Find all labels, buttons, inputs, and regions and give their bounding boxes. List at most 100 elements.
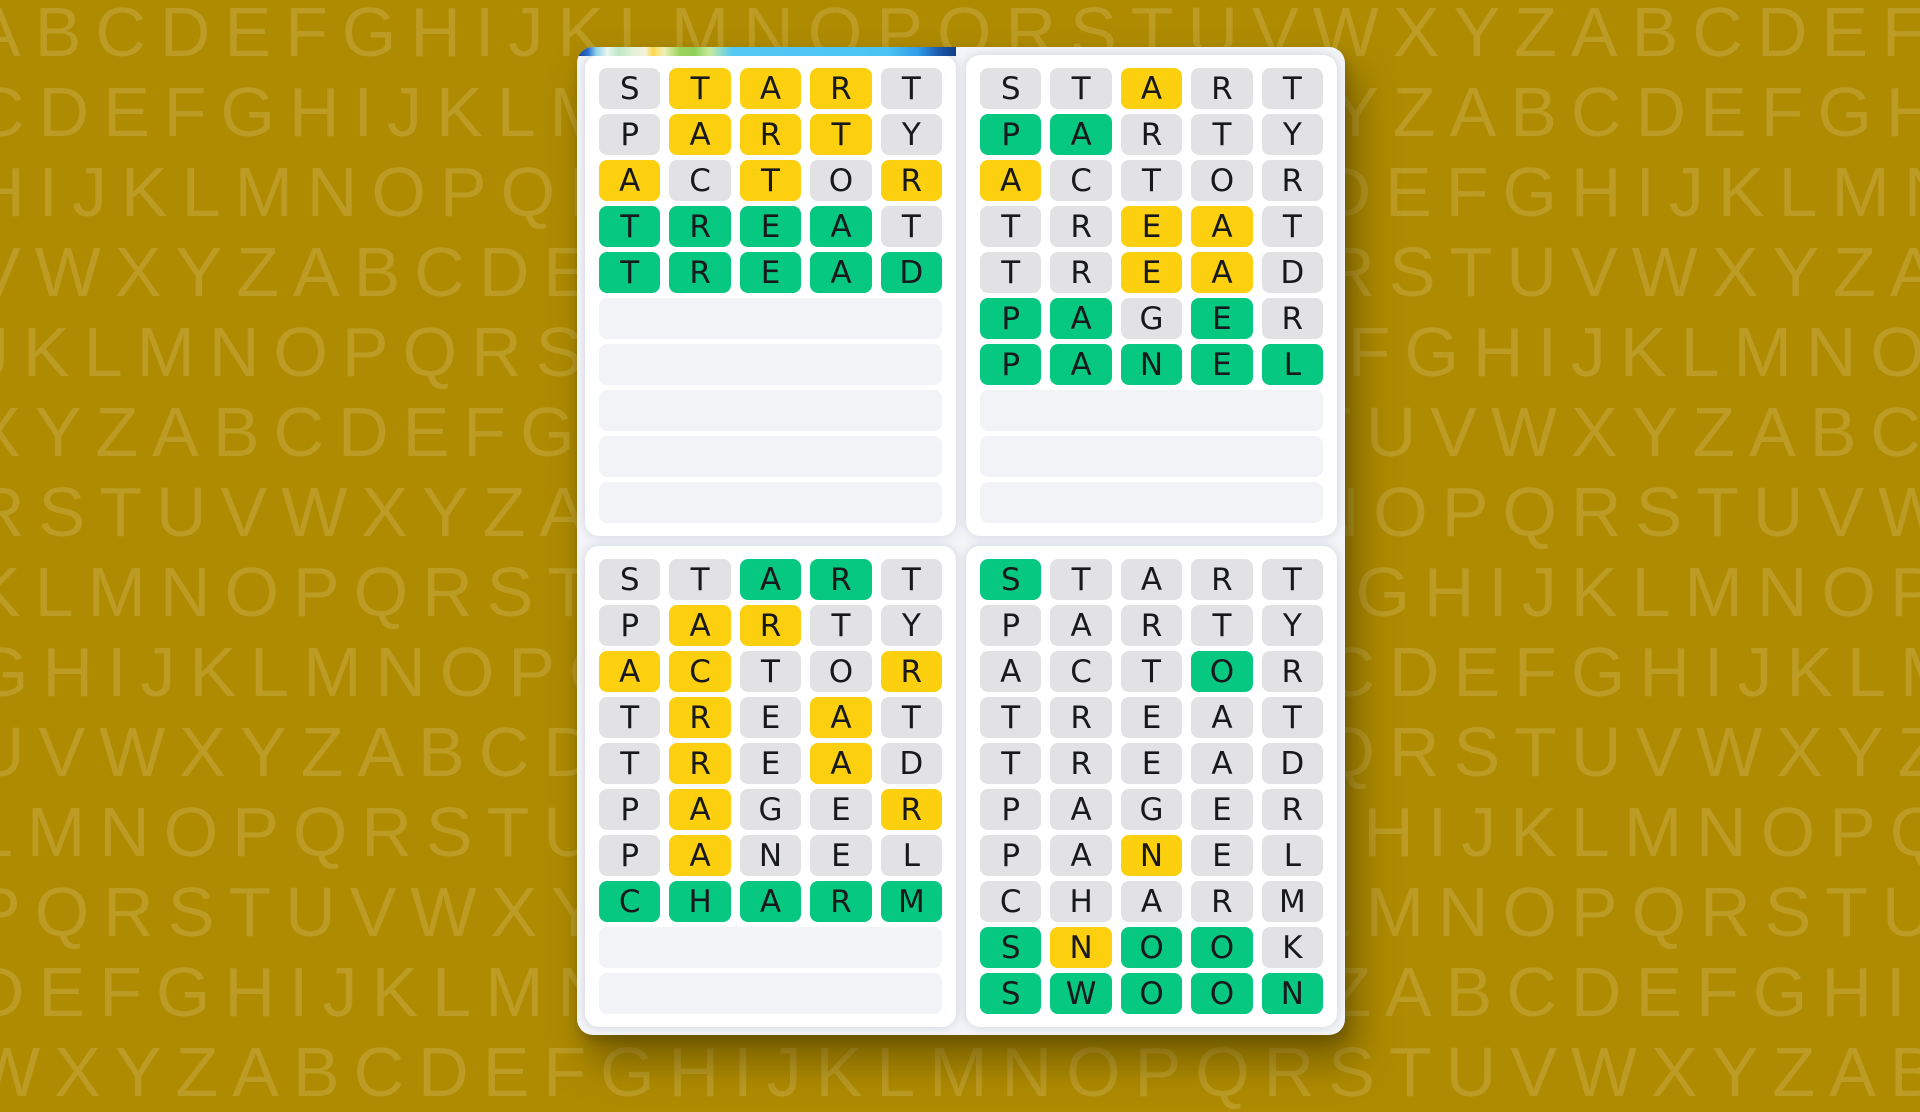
letter-tile-correct: L xyxy=(1261,344,1324,385)
letter-tile-correct: N xyxy=(1261,973,1324,1014)
letter-tile-present: R xyxy=(669,743,731,784)
letter-tile-absent: T xyxy=(980,206,1042,247)
letter-tile-correct: R xyxy=(669,252,731,293)
letter-tile-absent: C xyxy=(669,160,731,201)
letter-tile-absent: E xyxy=(1120,743,1183,784)
letter-tile-absent: R xyxy=(1191,559,1253,600)
letter-tile-absent: T xyxy=(1261,68,1324,109)
letter-tile-absent: C xyxy=(1050,651,1112,692)
letter-tile-absent: C xyxy=(980,881,1042,922)
letter-tile-present: T xyxy=(739,160,802,201)
letter-tile-present: R xyxy=(880,651,943,692)
letter-tile-correct: A xyxy=(810,206,872,247)
letter-tile-absent: T xyxy=(1120,651,1183,692)
letter-tile-present: A xyxy=(669,789,731,830)
letter-tile-absent: S xyxy=(599,68,661,109)
letter-tile-absent: G xyxy=(1120,298,1183,339)
empty-guess-row xyxy=(980,482,1323,523)
letter-tile-absent: Y xyxy=(880,605,943,646)
letter-tile-present: A xyxy=(669,605,731,646)
letter-tile-correct: P xyxy=(980,298,1042,339)
letter-tile-absent: T xyxy=(980,743,1042,784)
letter-tile-correct: O xyxy=(1191,927,1253,968)
letter-tile-present: E xyxy=(1120,206,1183,247)
letter-tile-absent: R xyxy=(1191,881,1253,922)
letter-tile-absent: S xyxy=(980,68,1042,109)
letter-tile-absent: R xyxy=(1050,252,1112,293)
empty-guess-row xyxy=(599,344,942,385)
letter-tile-absent: T xyxy=(1261,559,1324,600)
letter-tile-absent: R xyxy=(1261,298,1324,339)
letter-tile-absent: T xyxy=(1261,206,1324,247)
letter-tile-correct: S xyxy=(980,973,1042,1014)
letter-tile-absent: P xyxy=(599,605,661,646)
letter-tile-present: R xyxy=(739,114,802,155)
letter-tile-absent: A xyxy=(1191,743,1253,784)
letter-tile-present: N xyxy=(1050,927,1112,968)
letter-tile-absent: T xyxy=(980,697,1042,738)
letter-tile-absent: P xyxy=(980,605,1042,646)
letter-tile-absent: T xyxy=(880,206,943,247)
letter-tile-correct: R xyxy=(669,206,731,247)
letter-tile-absent: D xyxy=(880,743,943,784)
letter-tile-present: E xyxy=(1120,252,1183,293)
letter-tile-absent: R xyxy=(1050,206,1112,247)
letter-tile-present: A xyxy=(599,160,661,201)
letter-tile-absent: P xyxy=(599,114,661,155)
letter-tile-absent: T xyxy=(1261,697,1324,738)
letter-tile-correct: S xyxy=(980,927,1042,968)
letter-tile-absent: R xyxy=(1261,160,1324,201)
letter-tile-absent: T xyxy=(810,605,872,646)
letter-tile-absent: T xyxy=(1120,160,1183,201)
letter-tile-absent: Y xyxy=(880,114,943,155)
letter-tile-correct: O xyxy=(1120,973,1183,1014)
letter-tile-correct: P xyxy=(980,344,1042,385)
letter-tile-absent: A xyxy=(1050,835,1112,876)
letter-tile-absent: R xyxy=(1120,605,1183,646)
letter-tile-correct: A xyxy=(1050,114,1112,155)
letter-tile-present: A xyxy=(1191,252,1253,293)
letter-tile-present: C xyxy=(669,651,731,692)
letter-tile-correct: M xyxy=(880,881,943,922)
letter-tile-absent: A xyxy=(980,651,1042,692)
letter-tile-present: A xyxy=(739,68,802,109)
letter-tile-absent: T xyxy=(1191,605,1253,646)
letter-tile-absent: Y xyxy=(1261,114,1324,155)
letter-tile-present: A xyxy=(669,114,731,155)
empty-guess-row xyxy=(599,436,942,477)
letter-tile-absent: K xyxy=(1261,927,1324,968)
letter-tile-correct: N xyxy=(1120,344,1183,385)
letter-tile-absent: N xyxy=(739,835,802,876)
letter-tile-absent: A xyxy=(1120,559,1183,600)
letter-tile-present: A xyxy=(810,743,872,784)
letter-tile-absent: E xyxy=(739,697,802,738)
empty-guess-row xyxy=(599,390,942,431)
letter-tile-absent: P xyxy=(980,835,1042,876)
letter-tile-absent: O xyxy=(1191,160,1253,201)
letter-tile-correct: O xyxy=(1191,973,1253,1014)
letter-tile-correct: D xyxy=(880,252,943,293)
empty-guess-row xyxy=(599,927,942,968)
empty-guess-row xyxy=(980,390,1323,431)
letter-tile-absent: A xyxy=(1050,789,1112,830)
letter-tile-correct: E xyxy=(1191,298,1253,339)
letter-tile-absent: P xyxy=(599,835,661,876)
letter-tile-present: R xyxy=(739,605,802,646)
letter-tile-absent: T xyxy=(880,697,943,738)
letter-tile-absent: E xyxy=(739,743,802,784)
